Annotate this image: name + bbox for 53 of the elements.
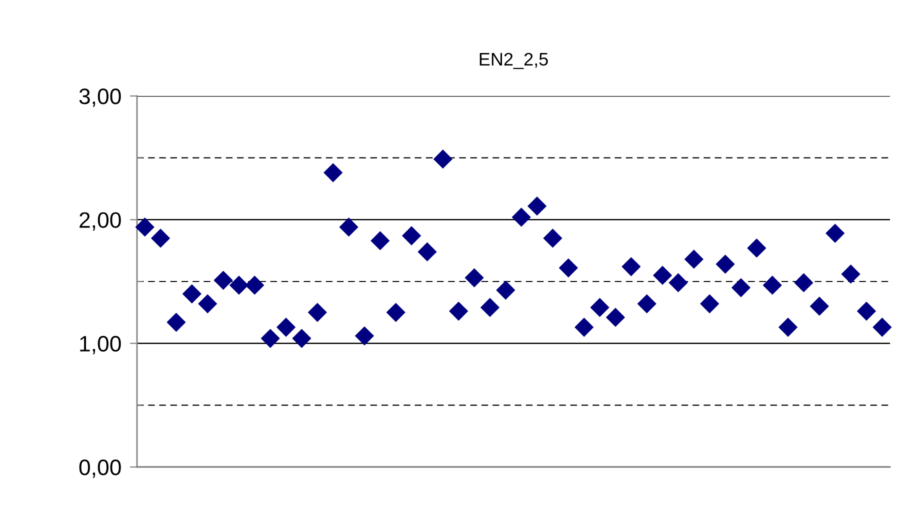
point: [794, 273, 814, 292]
y-tick-label: 1,00: [80, 336, 121, 354]
point: [214, 270, 233, 290]
point: [700, 294, 720, 314]
point: [276, 318, 296, 337]
point: [684, 250, 704, 269]
point: [606, 308, 626, 327]
chart-title: EN2_2,5: [480, 52, 548, 70]
y-tick-label: 0,00: [79, 460, 121, 478]
point: [464, 268, 484, 288]
point: [386, 302, 406, 322]
point: [872, 318, 892, 337]
point: [354, 326, 374, 346]
point: [590, 298, 610, 318]
point: [370, 231, 390, 250]
point: [245, 276, 264, 295]
point: [716, 254, 735, 274]
point: [747, 238, 766, 258]
point: [574, 318, 594, 337]
point: [308, 302, 327, 322]
point: [198, 294, 218, 314]
point: [668, 273, 688, 292]
point: [841, 264, 860, 284]
point: [810, 296, 829, 316]
point: [826, 224, 845, 243]
point: [135, 218, 154, 237]
point: [182, 284, 202, 304]
point: [856, 302, 876, 321]
point: [543, 228, 562, 248]
point: [652, 266, 672, 285]
y-tick-label: 3,00: [79, 88, 121, 107]
point: [778, 318, 798, 337]
point: [622, 257, 641, 276]
point: [558, 258, 578, 278]
point: [150, 228, 170, 248]
point: [260, 328, 280, 348]
y-tick-label: 2,00: [80, 212, 121, 231]
point: [480, 298, 500, 318]
point: [496, 280, 516, 300]
point: [527, 196, 547, 216]
point: [402, 226, 422, 246]
point: [762, 276, 782, 295]
point: [324, 163, 343, 182]
point: [512, 208, 531, 227]
point: [637, 294, 656, 314]
point: [166, 312, 186, 332]
point: [418, 242, 437, 262]
point: [449, 302, 468, 321]
point: [339, 218, 358, 237]
point: [433, 149, 452, 169]
point: [229, 276, 249, 295]
point: [731, 278, 751, 298]
point: [292, 328, 312, 348]
